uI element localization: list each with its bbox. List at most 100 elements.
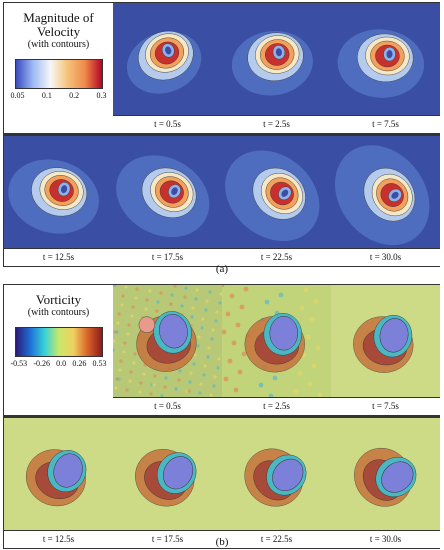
vorticity-noise	[237, 369, 243, 375]
velocity-tick-label: 0.3	[96, 91, 107, 100]
vorticity-frame-7: t = 30.0s	[331, 418, 440, 548]
figure-panel-b: Vorticity (with contours) -0.53 -0.26 0.0 0…	[3, 284, 440, 549]
vorticity-noise	[311, 363, 317, 369]
vorticity-noise	[258, 382, 264, 388]
vorticity-noise	[199, 382, 203, 386]
velocity-vortex	[126, 30, 202, 94]
figure-panel-a: Magnitude of Velocity (with contours) 0.…	[3, 2, 440, 267]
vorticity-noise	[163, 385, 167, 389]
vorticity-noise	[153, 374, 157, 378]
vorticity-noise	[123, 341, 127, 345]
vorticity-time-label: t = 12.5s	[4, 530, 113, 548]
vorticity-noise	[119, 359, 123, 363]
vorticity-noise	[213, 375, 217, 379]
vorticity-noise	[194, 297, 198, 301]
vorticity-vortex	[244, 313, 305, 373]
vorticity-colorbar-ticks: -0.53 -0.26 0.0 0.26 0.53	[11, 359, 107, 368]
vorticity-noise	[309, 316, 315, 322]
vorticity-tick-label: 0.0	[56, 359, 67, 368]
vorticity-noise	[129, 370, 133, 374]
vorticity-noise	[299, 305, 305, 311]
panel-b-label: (b)	[215, 536, 229, 548]
vorticity-vortex	[244, 448, 307, 507]
vorticity-noise	[117, 312, 121, 316]
velocity-vortex	[337, 29, 425, 98]
vorticity-noise	[117, 377, 121, 381]
vorticity-noise	[178, 369, 182, 373]
vorticity-noise	[152, 383, 156, 387]
vorticity-noise	[120, 303, 124, 307]
vorticity-noise	[116, 321, 120, 325]
velocity-colorbar	[14, 59, 103, 89]
velocity-eye-center	[275, 48, 282, 57]
vorticity-noise	[139, 381, 143, 385]
vorticity-noise	[187, 389, 191, 393]
vorticity-vortex	[354, 447, 417, 507]
vorticity-noise	[200, 326, 204, 330]
vorticity-noise	[193, 353, 197, 357]
vorticity-noise	[148, 289, 152, 293]
vorticity-noise	[241, 351, 247, 357]
panel-a-label: (a)	[215, 263, 229, 275]
velocity-vortex	[8, 159, 99, 234]
vorticity-negative-core	[162, 456, 194, 490]
vorticity-noise	[126, 332, 130, 336]
vorticity-noise	[211, 328, 215, 332]
velocity-frame-3: t = 7.5s	[331, 3, 440, 133]
vorticity-noise	[134, 296, 138, 300]
vorticity-noise	[222, 285, 225, 288]
vorticity-negative-core	[269, 315, 299, 351]
vorticity-noise	[231, 340, 237, 346]
velocity-frame-5: t = 17.5s	[113, 136, 222, 266]
velocity-frame-4: t = 12.5s	[4, 136, 113, 266]
vorticity-noise	[227, 358, 233, 364]
vorticity-tick-label: 0.26	[72, 359, 87, 368]
vorticity-time-label: t = 0.5s	[113, 397, 222, 415]
velocity-vortex	[116, 155, 210, 238]
vorticity-noise	[203, 364, 207, 368]
vorticity-noise	[188, 380, 192, 384]
vorticity-noise	[307, 381, 313, 387]
vorticity-noise	[293, 388, 299, 394]
vorticity-noise	[219, 292, 222, 296]
vorticity-noise	[210, 337, 214, 341]
vorticity-frame-1: t = 0.5s	[113, 285, 222, 415]
vorticity-noise	[127, 323, 131, 327]
velocity-time-label: t = 7.5s	[331, 115, 440, 133]
vorticity-legend-subtitle: (with contours)	[27, 307, 90, 318]
vorticity-noise	[169, 302, 173, 306]
vorticity-noise	[207, 346, 211, 350]
vorticity-noise	[177, 378, 181, 382]
vorticity-vortex	[353, 314, 414, 373]
velocity-eye-center	[386, 50, 393, 59]
vorticity-noise	[202, 373, 206, 377]
vorticity-noise	[155, 309, 159, 313]
vorticity-noise	[223, 376, 229, 382]
vorticity-noise	[115, 330, 119, 334]
vorticity-legend-title: Vorticity	[35, 292, 82, 307]
vorticity-noise	[214, 319, 218, 323]
vorticity-noise	[174, 387, 178, 391]
vorticity-noise	[233, 387, 239, 393]
vorticity-noise	[212, 384, 216, 388]
vorticity-time-label: t = 30.0s	[331, 530, 440, 548]
velocity-eye-center	[60, 185, 68, 194]
velocity-time-label: t = 17.5s	[113, 248, 222, 266]
vorticity-noise	[222, 329, 227, 335]
vorticity-noise	[264, 299, 270, 305]
velocity-frame-2: t = 2.5s	[222, 3, 331, 133]
velocity-vortex	[231, 30, 313, 96]
vorticity-noise	[144, 307, 148, 311]
vorticity-noise	[121, 294, 125, 298]
vorticity-noise	[239, 304, 245, 310]
velocity-tick-label: 0.1	[41, 91, 52, 100]
velocity-grid: Magnitude of Velocity (with contours) 0.…	[3, 2, 440, 267]
velocity-tick-label: 0.2	[69, 91, 80, 100]
vorticity-noise	[209, 393, 213, 397]
velocity-time-label: t = 0.5s	[113, 115, 222, 133]
velocity-eye-center	[281, 189, 289, 197]
vorticity-noise	[243, 286, 249, 292]
vorticity-tick-label: -0.53	[10, 359, 28, 368]
vorticity-vortex	[136, 311, 197, 372]
velocity-vortex	[334, 145, 430, 246]
